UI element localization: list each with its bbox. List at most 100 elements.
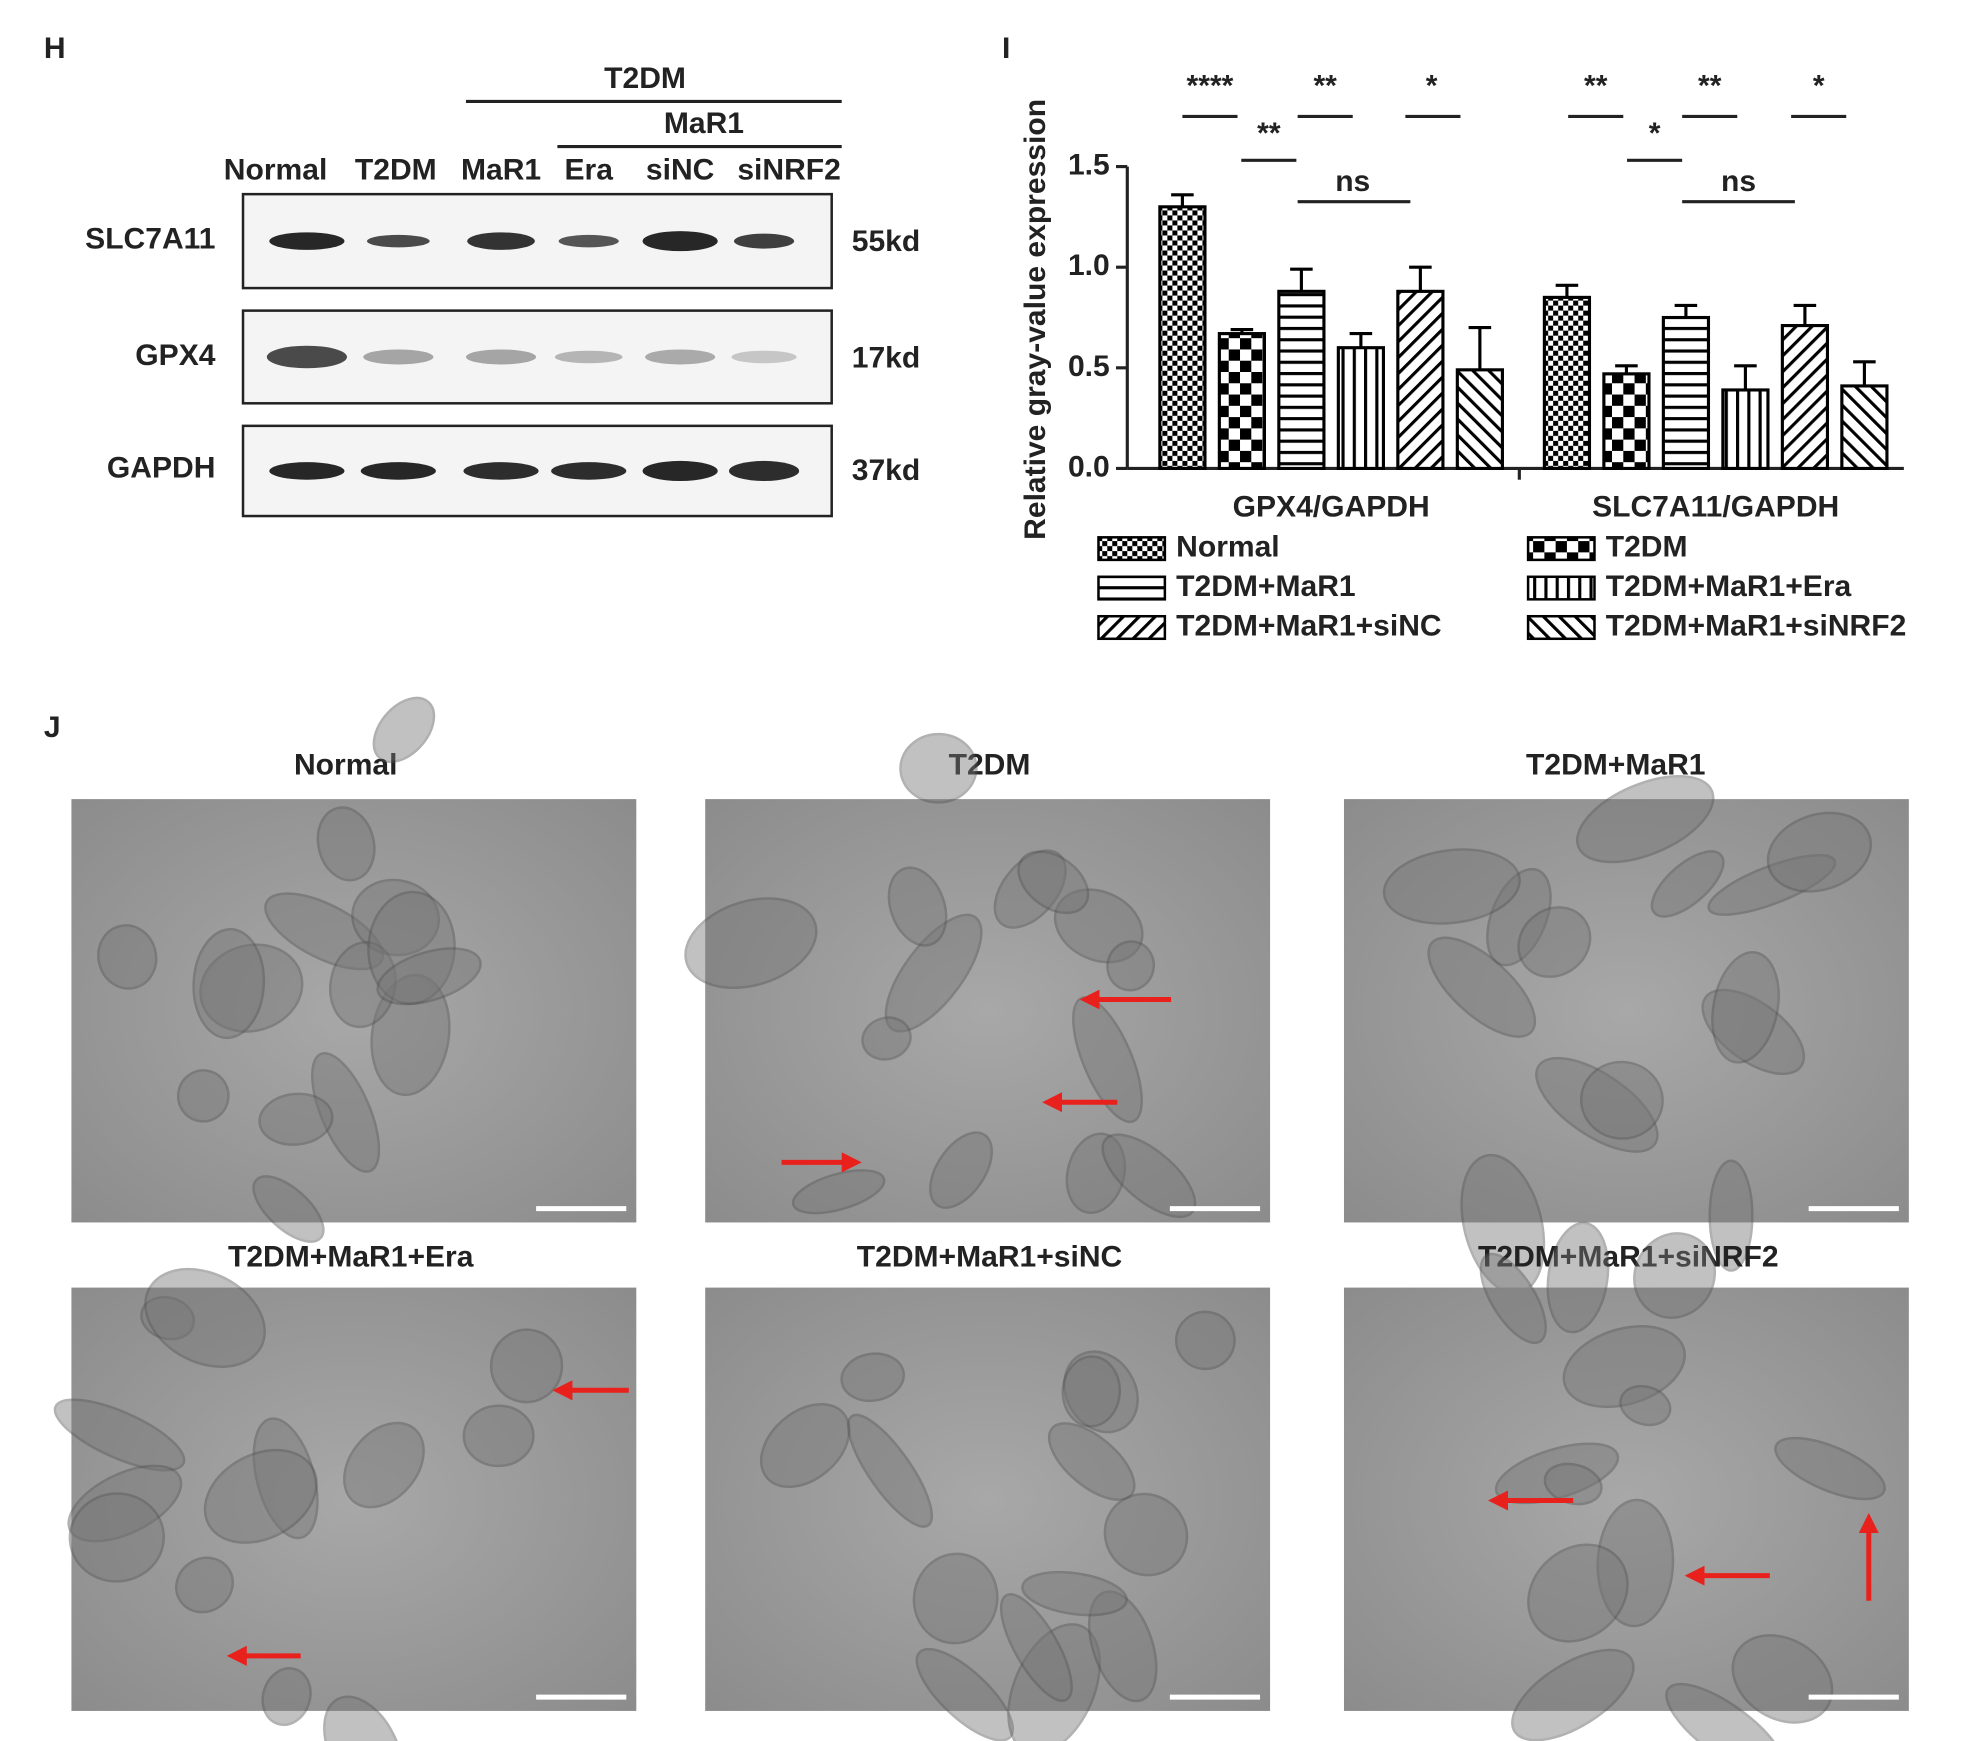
organelle: [144, 1267, 266, 1369]
blot-band: [558, 234, 619, 248]
lane-label: MaR1: [461, 154, 541, 187]
organelle: [1007, 1623, 1101, 1741]
image-title: Normal: [294, 748, 398, 781]
organelle: [176, 1069, 230, 1123]
panel-letter: J: [44, 711, 61, 744]
legend-swatch: [1097, 536, 1167, 562]
organelle: [258, 1092, 334, 1146]
protein-label: GPX4: [135, 339, 215, 372]
significance-label: **: [1698, 70, 1722, 103]
organelle: [203, 1448, 318, 1544]
organelle: [1382, 848, 1521, 925]
legend-swatch: [1526, 536, 1596, 562]
blot-band: [728, 460, 800, 481]
organelle: [1061, 1355, 1121, 1428]
blot-band: [642, 460, 718, 481]
organelle: [261, 1667, 312, 1726]
organelle: [97, 924, 158, 990]
legend-label: T2DM+MaR1+siNC: [1176, 609, 1442, 642]
error-bar: [1853, 360, 1876, 386]
organelle: [376, 947, 482, 1006]
organelle: [367, 890, 456, 1005]
organelle: [1065, 1132, 1127, 1215]
legend-label: Normal: [1176, 531, 1280, 564]
legend-swatch: [1526, 614, 1596, 641]
organelle: [1707, 853, 1837, 916]
blot-band: [467, 232, 535, 250]
bar: [1158, 205, 1207, 471]
lane-label: T2DM: [355, 154, 437, 187]
error-bar: [1793, 303, 1817, 326]
group-label: T2DM: [604, 62, 686, 95]
organelle: [1427, 936, 1537, 1038]
organelle: [840, 1352, 905, 1403]
organelle: [1017, 850, 1090, 915]
bar: [1721, 388, 1770, 471]
organelle: [316, 806, 376, 882]
micrograph: [1343, 1287, 1909, 1711]
organelle: [489, 1328, 564, 1404]
micrograph: [71, 1287, 637, 1711]
organelle: [684, 897, 818, 990]
size-label: 17kd: [852, 341, 920, 374]
organelle: [1701, 988, 1806, 1076]
y-tick-label: 1.5: [1068, 149, 1110, 182]
legend-label: T2DM: [1606, 531, 1688, 564]
error-bar: [1349, 332, 1373, 348]
organelle: [1053, 888, 1144, 964]
organelle: [175, 1556, 234, 1614]
organelle: [846, 1413, 933, 1528]
organelle: [999, 1593, 1073, 1702]
organelle: [264, 892, 385, 971]
panel-letter: I: [1002, 32, 1010, 65]
micrograph: [705, 799, 1271, 1223]
significance-label: *: [1649, 117, 1661, 150]
organelle: [1562, 1325, 1686, 1409]
significance-label: ns: [1721, 165, 1756, 198]
organelle: [1629, 1736, 1692, 1741]
bar: [1217, 332, 1267, 471]
organelle: [759, 1403, 851, 1489]
organelle: [791, 1169, 886, 1215]
organelle: [1517, 906, 1592, 978]
legend-label: T2DM+MaR1+siNRF2: [1606, 609, 1907, 642]
organelle: [323, 1695, 404, 1741]
organelle: [252, 1175, 325, 1243]
error-bar: [1555, 283, 1579, 298]
blot-band: [551, 462, 627, 480]
organelle: [1711, 951, 1780, 1064]
organelle: [1576, 775, 1715, 864]
y-tick-label: 0.5: [1068, 350, 1110, 383]
legend-swatch: [1097, 614, 1167, 641]
blot-band: [266, 345, 347, 369]
y-tick-label: 0.0: [1068, 450, 1110, 483]
organelle: [1650, 850, 1725, 918]
error-bar: [1290, 267, 1313, 292]
legend-label: T2DM+MaR1: [1176, 570, 1356, 603]
organelle: [351, 878, 441, 957]
organelle: [1579, 1060, 1664, 1140]
organelle: [53, 1398, 186, 1472]
image-title: T2DM+MaR1+siNRF2: [1478, 1241, 1779, 1274]
organelle: [1708, 1159, 1754, 1272]
organelle: [1619, 1384, 1672, 1427]
legend-label: T2DM+MaR1+Era: [1606, 570, 1852, 603]
blot-band: [360, 462, 436, 480]
organelle: [1527, 1543, 1629, 1643]
organelle: [67, 1464, 183, 1543]
organelle: [199, 943, 304, 1033]
bar: [1277, 289, 1326, 471]
organelle: [1633, 1232, 1717, 1319]
organelle: [1174, 1310, 1236, 1371]
organelle: [929, 1131, 994, 1209]
organelle: [1774, 1436, 1886, 1501]
legend-swatch: [1526, 575, 1596, 601]
panel-j: J Normal T2DM T2DM+MaR1 T2DM+MaR1+Era T2DM+M…: [44, 696, 1909, 1741]
organelle: [140, 1295, 196, 1341]
image-title: T2DM+MaR1: [1526, 748, 1705, 781]
organelle: [311, 1052, 381, 1173]
error-bar: [1674, 303, 1698, 318]
organelle: [861, 1016, 912, 1061]
size-label: 37kd: [852, 454, 920, 487]
organelle: [1103, 1492, 1189, 1577]
